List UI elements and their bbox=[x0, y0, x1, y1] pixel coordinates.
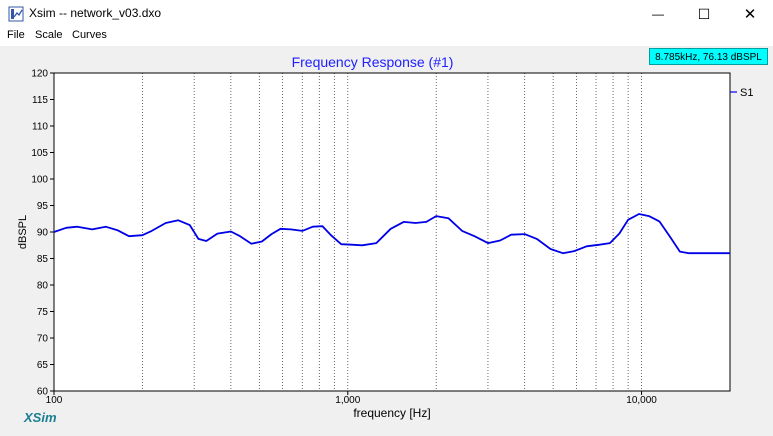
cursor-readout: 8.785kHz, 76.13 dBSPL bbox=[649, 48, 768, 65]
window-title: Xsim -- network_v03.dxo bbox=[29, 6, 162, 20]
chart-title: Frequency Response (#1) bbox=[291, 54, 454, 70]
minimize-icon: — bbox=[652, 7, 664, 21]
close-button[interactable]: ✕ bbox=[727, 0, 773, 28]
app-icon bbox=[8, 6, 24, 22]
menu-file[interactable]: File bbox=[7, 29, 25, 41]
plot-background bbox=[54, 73, 730, 391]
minimize-button[interactable]: — bbox=[635, 0, 681, 28]
y-tick-label: 90 bbox=[37, 228, 49, 239]
x-tick-label: 1,000 bbox=[335, 395, 360, 406]
maximize-icon: ☐ bbox=[697, 5, 711, 22]
y-tick-label: 60 bbox=[37, 387, 49, 398]
menu-bar: File Scale Curves bbox=[0, 28, 773, 46]
y-tick-label: 115 bbox=[32, 95, 48, 106]
x-tick-label: 100 bbox=[46, 395, 63, 406]
title-bar: Xsim -- network_v03.dxo — ☐ ✕ bbox=[0, 0, 773, 28]
y-tick-label: 70 bbox=[37, 334, 49, 345]
y-tick-label: 65 bbox=[37, 360, 49, 371]
y-tick-label: 85 bbox=[37, 254, 49, 265]
x-axis-label: frequency [Hz] bbox=[353, 406, 430, 420]
menu-curves[interactable]: Curves bbox=[72, 29, 107, 41]
y-tick-label: 110 bbox=[32, 122, 48, 133]
y-tick-label: 75 bbox=[37, 307, 49, 318]
series-s1-line bbox=[53, 213, 730, 255]
xsim-brand-logo: XSim bbox=[24, 410, 57, 425]
legend-s1-label: S1 bbox=[740, 87, 753, 99]
y-tick-label: 95 bbox=[37, 201, 49, 212]
y-tick-label: 100 bbox=[31, 175, 48, 186]
y-tick-label: 105 bbox=[31, 148, 48, 159]
y-tick-label: 120 bbox=[31, 69, 48, 80]
x-tick-label: 10,000 bbox=[626, 395, 657, 406]
y-axis-label: dBSPL bbox=[17, 215, 29, 249]
maximize-button[interactable]: ☐ bbox=[681, 0, 727, 28]
menu-scale[interactable]: Scale bbox=[35, 29, 63, 41]
close-icon: ✕ bbox=[743, 6, 757, 23]
y-tick-label: 80 bbox=[37, 281, 49, 292]
